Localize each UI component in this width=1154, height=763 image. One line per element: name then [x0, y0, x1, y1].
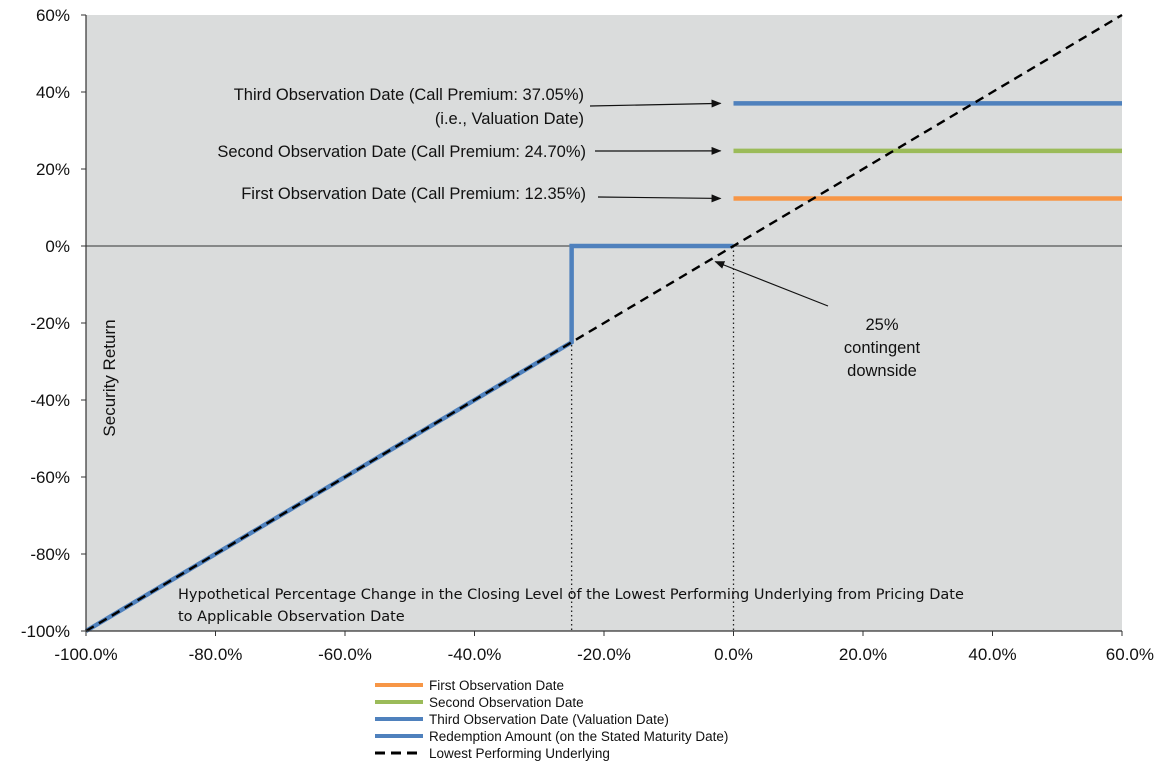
- x-tick-label: 0.0%: [714, 645, 753, 664]
- x-tick-label: -20.0%: [577, 645, 631, 664]
- x-tick-label: -80.0%: [189, 645, 243, 664]
- legend-label-5: Lowest Performing Underlying: [429, 746, 610, 761]
- y-tick-label: 20%: [36, 160, 70, 179]
- x-tick-label: -40.0%: [448, 645, 502, 664]
- x-tick-label: 40.0%: [968, 645, 1016, 664]
- x-axis-label-line-1: Hypothetical Percentage Change in the Cl…: [178, 587, 964, 603]
- y-tick-label: 60%: [36, 6, 70, 25]
- y-tick-label: -60%: [30, 468, 70, 487]
- series-line-5: [85, 13, 1123, 633]
- y-tick-label: -20%: [30, 314, 70, 333]
- y-tick-label: -100%: [21, 622, 70, 641]
- annotation-text: First Observation Date (Call Premium: 12…: [241, 185, 586, 203]
- y-tick-label: 40%: [36, 83, 70, 102]
- legend-label-3: Third Observation Date (Valuation Date): [429, 712, 669, 727]
- annotation-text: Second Observation Date (Call Premium: 2…: [217, 143, 586, 161]
- annotation-text: (i.e., Valuation Date): [435, 110, 584, 128]
- axes: [81, 14, 1123, 636]
- annotation-text: downside: [847, 362, 917, 380]
- x-tick-label: 20.0%: [839, 645, 887, 664]
- series-lines: [84, 13, 1123, 633]
- annotation-text: contingent: [844, 339, 921, 357]
- annotation-arrow: [597, 194, 722, 203]
- annotation-arrow: [714, 261, 829, 307]
- x-tick-label: 60.0%: [1106, 645, 1154, 664]
- annotations: Third Observation Date (Call Premium: 37…: [217, 86, 920, 380]
- annotation-arrow: [589, 99, 722, 108]
- legend: First Observation Date Second Observation…: [375, 678, 728, 761]
- y-tick-label: -40%: [30, 391, 70, 410]
- x-axis-label-line-2: to Applicable Observation Date: [178, 609, 405, 625]
- y-axis-label: Security Return: [100, 319, 119, 436]
- tick-labels: 60% 40% 20% 0% -20% -40% -60% -80% -100% -100.0% -…: [21, 6, 1154, 664]
- annotation-text: 25%: [865, 316, 898, 334]
- x-tick-label: -60.0%: [318, 645, 372, 664]
- y-tick-label: -80%: [30, 545, 70, 564]
- legend-label-1: First Observation Date: [429, 678, 564, 693]
- series-line-4: [84, 243, 734, 633]
- legend-label-4: Redemption Amount (on the Stated Maturit…: [429, 729, 728, 744]
- legend-label-2: Second Observation Date: [429, 695, 584, 710]
- x-tick-label: -100.0%: [54, 645, 117, 664]
- annotation-text: Third Observation Date (Call Premium: 37…: [234, 86, 584, 104]
- y-tick-label: 0%: [45, 237, 70, 256]
